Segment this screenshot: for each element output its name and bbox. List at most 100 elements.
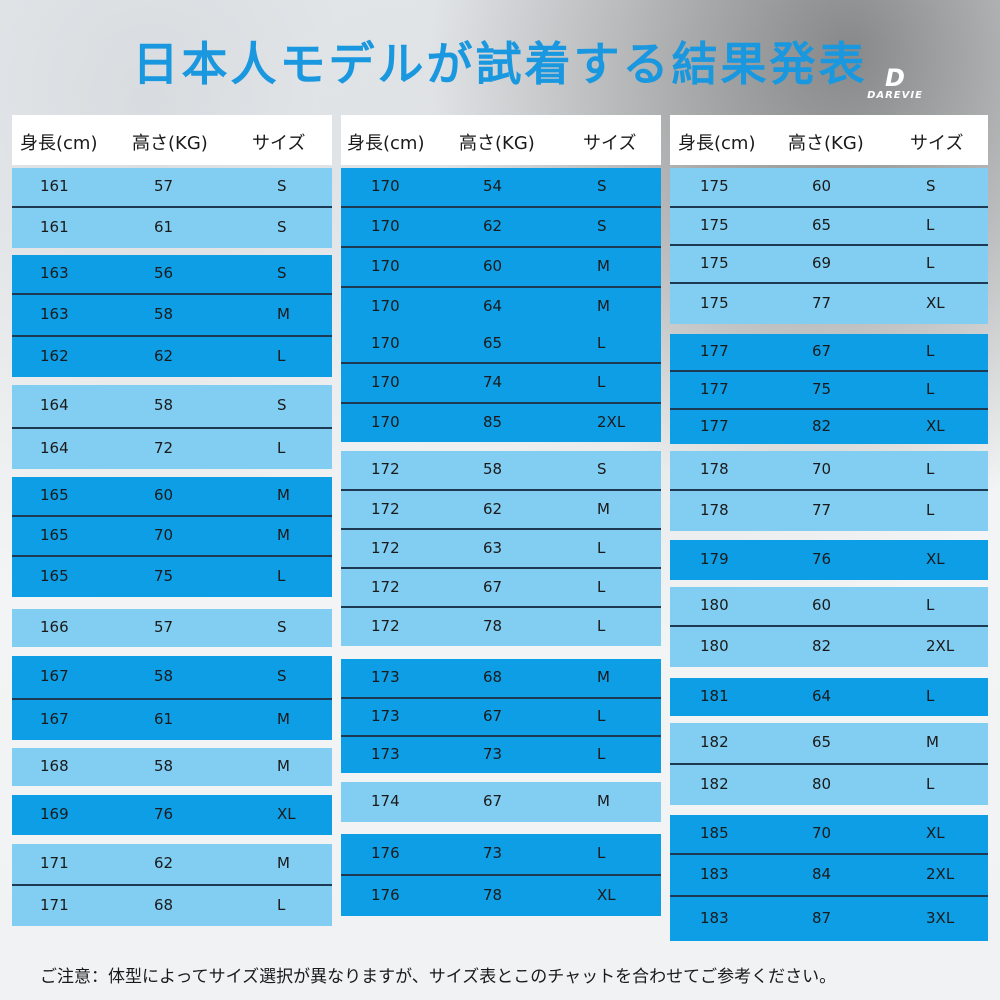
table-header: 身長(cm) 高さ(KG) サイズ <box>670 115 988 165</box>
cell-size: M <box>597 257 610 275</box>
cell-weight: 85 <box>483 413 503 431</box>
cell-height: 181 <box>700 687 729 705</box>
cell-height: 173 <box>371 707 400 725</box>
cell-height: 168 <box>40 757 69 775</box>
cell-size: L <box>277 896 286 914</box>
cell-weight: 65 <box>483 334 503 352</box>
cell-size: L <box>597 578 606 596</box>
cell-weight: 57 <box>154 177 174 195</box>
cell-weight: 82 <box>812 417 832 435</box>
cell-size: L <box>277 439 286 457</box>
cell-size: 3XL <box>926 909 955 927</box>
cell-size: XL <box>926 550 945 568</box>
cell-size: S <box>277 177 287 195</box>
cell-weight: 76 <box>154 805 174 823</box>
cell-size: M <box>277 757 290 775</box>
table-row: 169 76 XL <box>12 795 332 835</box>
cell-size: S <box>926 177 936 195</box>
cell-height: 172 <box>371 539 400 557</box>
size-table-column-1: 身長(cm) 高さ(KG) サイズ 161 57 S 161 61 S 163 56 S 163 5… <box>12 115 332 935</box>
cell-height: 177 <box>700 417 729 435</box>
cell-size: L <box>926 380 935 398</box>
cell-size: L <box>597 745 606 763</box>
cell-size: M <box>277 526 290 544</box>
table-row: 180 82 2XL <box>670 627 988 667</box>
header-height: 身長(cm) <box>678 133 756 154</box>
table-row: 175 77 XL <box>670 284 988 324</box>
table-row: 175 65 L <box>670 208 988 246</box>
cell-height: 183 <box>700 865 729 883</box>
cell-size: M <box>277 486 290 504</box>
table-row: 182 80 L <box>670 765 988 805</box>
cell-weight: 70 <box>812 460 832 478</box>
cell-weight: 77 <box>812 294 832 312</box>
table-row: 164 72 L <box>12 429 332 469</box>
cell-size: L <box>926 596 935 614</box>
table-row: 167 61 M <box>12 700 332 740</box>
cell-size: L <box>277 567 286 585</box>
cell-height: 167 <box>40 710 69 728</box>
table-row: 183 87 3XL <box>670 897 988 941</box>
table-row: 161 61 S <box>12 208 332 248</box>
cell-size: M <box>597 792 610 810</box>
table-row: 161 57 S <box>12 168 332 208</box>
cell-weight: 68 <box>483 668 503 686</box>
cell-height: 165 <box>40 567 69 585</box>
cell-weight: 58 <box>154 305 174 323</box>
cell-height: 177 <box>700 342 729 360</box>
cell-size: XL <box>277 805 296 823</box>
table-row: 175 69 L <box>670 246 988 284</box>
table-row: 170 74 L <box>341 364 661 404</box>
table-row: 168 58 M <box>12 748 332 786</box>
cell-size: S <box>277 396 287 414</box>
table-row: 172 63 L <box>341 530 661 569</box>
cell-weight: 87 <box>812 909 832 927</box>
cell-height: 163 <box>40 264 69 282</box>
cell-weight: 70 <box>812 824 832 842</box>
cell-weight: 67 <box>483 707 503 725</box>
cell-weight: 73 <box>483 745 503 763</box>
table-row: 170 64 M <box>341 288 661 328</box>
cell-height: 185 <box>700 824 729 842</box>
cell-height: 173 <box>371 668 400 686</box>
cell-weight: 75 <box>812 380 832 398</box>
cell-height: 171 <box>40 896 69 914</box>
cell-size: M <box>597 297 610 315</box>
cell-height: 171 <box>40 854 69 872</box>
cell-weight: 61 <box>154 218 174 236</box>
page-title: 日本人モデルが試着する結果発表 <box>132 37 868 91</box>
cell-height: 164 <box>40 439 69 457</box>
header-size: サイズ <box>252 133 306 154</box>
cell-size: S <box>277 218 287 236</box>
cell-size: S <box>597 177 607 195</box>
table-header: 身長(cm) 高さ(KG) サイズ <box>341 115 661 165</box>
cell-weight: 56 <box>154 264 174 282</box>
cell-height: 176 <box>371 844 400 862</box>
table-row: 176 78 XL <box>341 876 661 916</box>
cell-weight: 62 <box>154 854 174 872</box>
table-row: 181 64 L <box>670 678 988 716</box>
cell-height: 172 <box>371 460 400 478</box>
table-row: 170 62 S <box>341 208 661 248</box>
cell-size: L <box>597 707 606 725</box>
cell-size: S <box>277 618 287 636</box>
logo-text: DAREVIE <box>867 90 923 101</box>
cell-height: 165 <box>40 526 69 544</box>
cell-height: 183 <box>700 909 729 927</box>
cell-size: XL <box>926 417 945 435</box>
cell-size: L <box>926 460 935 478</box>
cell-size: M <box>597 668 610 686</box>
cell-height: 165 <box>40 486 69 504</box>
cell-size: M <box>277 854 290 872</box>
cell-height: 177 <box>700 380 729 398</box>
cell-height: 164 <box>40 396 69 414</box>
cell-height: 169 <box>40 805 69 823</box>
header-height: 身長(cm) <box>20 133 98 154</box>
cell-height: 182 <box>700 733 729 751</box>
cell-weight: 64 <box>812 687 832 705</box>
table-row: 178 70 L <box>670 451 988 491</box>
brand-logo: D DAREVIE <box>858 66 932 110</box>
cell-weight: 69 <box>812 254 832 272</box>
cell-height: 179 <box>700 550 729 568</box>
cell-height: 166 <box>40 618 69 636</box>
